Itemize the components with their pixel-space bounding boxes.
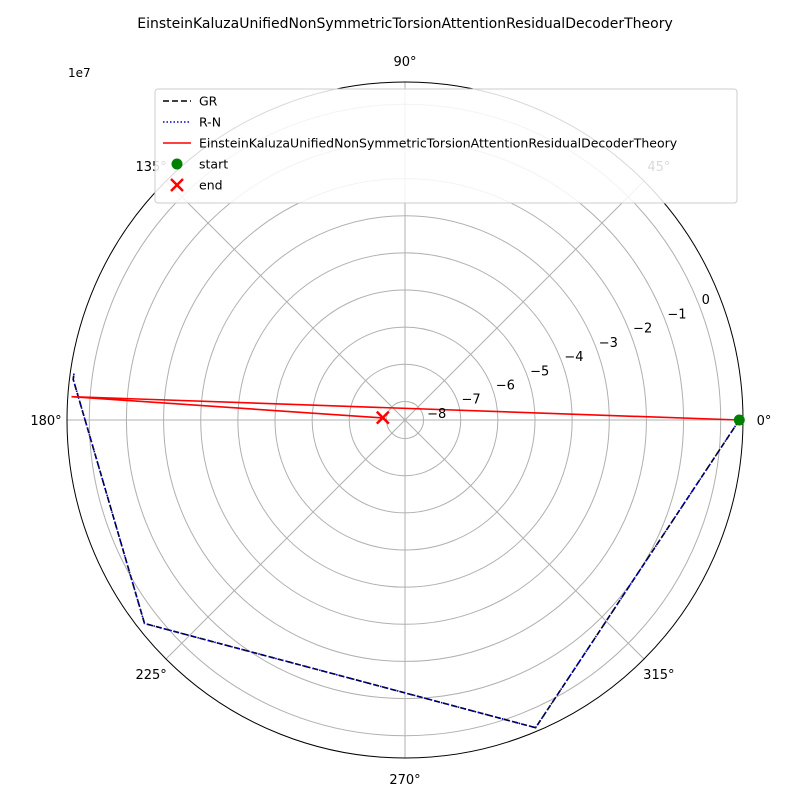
marker-start — [171, 158, 183, 170]
legend-label: end — [199, 178, 223, 193]
radial-tick-label: −1 — [667, 307, 686, 322]
angle-tick-label: 315° — [643, 668, 674, 683]
radial-tick-label: −3 — [599, 336, 618, 351]
marker-start — [733, 414, 745, 426]
angle-tick-label: 0° — [757, 414, 772, 429]
marker-end — [375, 410, 390, 425]
angular-gridline — [404, 419, 645, 660]
angle-tick-label: 90° — [393, 55, 416, 70]
series-line — [72, 373, 740, 729]
chart-title: EinsteinKaluzaUnifiedNonSymmetricTorsion… — [137, 16, 673, 32]
radial-offset-label: 1e7 — [68, 66, 91, 80]
radial-tick-label: −6 — [496, 378, 515, 393]
legend-label: start — [199, 157, 228, 172]
series-lines — [71, 373, 740, 729]
legend-label: R-N — [199, 115, 221, 130]
radial-tick-label: −8 — [427, 407, 446, 422]
angle-tick-label: 225° — [135, 668, 166, 683]
angular-gridline — [165, 419, 406, 660]
markers — [375, 410, 745, 426]
legend-frame — [154, 88, 738, 204]
angular-gridline — [404, 180, 645, 421]
angular-gridline — [165, 180, 406, 421]
radial-tick-label: −2 — [633, 322, 652, 337]
radial-tick-label: −5 — [530, 364, 549, 379]
marker-end — [170, 178, 184, 192]
radial-tick-label: −7 — [461, 393, 480, 408]
legend: GR R-N EinsteinKaluzaUnifiedNonSymmetricTo… — [154, 88, 738, 204]
radial-tick-label: 0 — [702, 293, 710, 308]
angle-tick-label: 270° — [389, 773, 420, 788]
angle-tick-label: 180° — [30, 414, 61, 429]
legend-label: GR — [199, 94, 218, 109]
series-line — [71, 395, 740, 421]
legend-label: EinsteinKaluzaUnifiedNonSymmetricTorsion… — [199, 136, 678, 151]
series-line — [72, 373, 740, 729]
radial-tick-label: −4 — [564, 350, 583, 365]
